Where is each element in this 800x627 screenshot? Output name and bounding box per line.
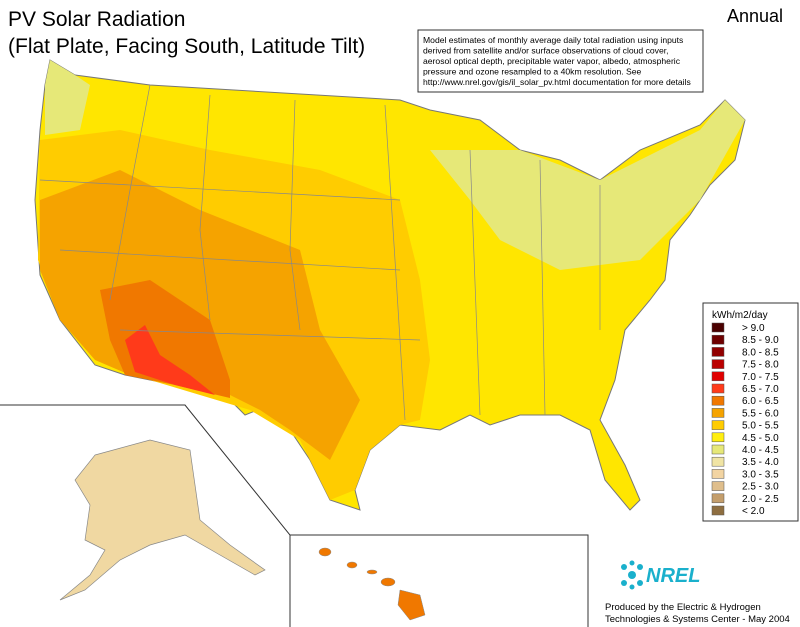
note-line: http://www.nrel.gov/gis/il_solar_pv.html… — [423, 77, 691, 87]
note-line: pressure and ozone resampled to a 40km r… — [423, 67, 642, 77]
region-northwest — [45, 60, 90, 135]
legend-label: 8.5 - 9.0 — [742, 335, 779, 346]
legend-label: > 9.0 — [742, 323, 765, 334]
logo-text: NREL — [646, 565, 700, 587]
nrel-logo-mark — [621, 560, 643, 590]
legend-label: 5.0 - 5.5 — [742, 421, 779, 432]
hawaii — [318, 547, 426, 621]
legend-swatch — [711, 322, 725, 333]
legend-swatch — [711, 444, 725, 455]
region-desert — [100, 280, 230, 398]
legend-label: 7.0 - 7.5 — [742, 372, 779, 383]
legend-swatch — [711, 493, 725, 504]
legend-swatch — [711, 334, 725, 345]
credit-line: Technologies & Systems Center - May 2004 — [605, 614, 790, 625]
legend-swatch — [711, 383, 725, 394]
legend-swatch — [711, 469, 725, 479]
legend-swatch — [711, 347, 725, 357]
legend-label: < 2.0 — [742, 506, 765, 517]
note-line: aerosol optical depth, precipitable wate… — [423, 56, 681, 66]
legend-label: 6.5 - 7.0 — [742, 384, 779, 395]
legend-label: 8.0 - 8.5 — [742, 347, 779, 358]
legend-label: 5.5 - 6.0 — [742, 408, 779, 419]
legend-swatch — [711, 371, 725, 382]
legend-label: 3.0 - 3.5 — [742, 469, 779, 480]
legend-swatch — [711, 481, 725, 491]
legend-swatch — [711, 359, 725, 369]
legend-swatch — [711, 395, 725, 406]
region-hot-spots — [125, 325, 215, 395]
state-borders — [39, 84, 601, 421]
legend-label: 2.0 - 2.5 — [742, 494, 779, 505]
period-label: Annual — [727, 6, 783, 26]
note-box — [417, 29, 704, 93]
legend-swatch — [711, 505, 725, 516]
inset-border — [0, 404, 589, 627]
legend-swatch — [711, 432, 725, 443]
title-line: (Flat Plate, Facing South, Latitude Tilt… — [8, 35, 365, 58]
alaska — [59, 439, 266, 601]
legend-swatch — [711, 420, 725, 430]
legend-label: 6.0 - 6.5 — [742, 396, 779, 407]
legend-label: 4.5 - 5.0 — [742, 433, 779, 444]
credit-line: Produced by the Electric & Hydrogen — [605, 602, 761, 613]
legend-label: 3.5 - 4.0 — [742, 457, 779, 468]
legend-swatch — [711, 456, 725, 467]
note-line: Model estimates of monthly average daily… — [423, 35, 683, 45]
title-line: PV Solar Radiation — [8, 8, 185, 31]
legend-swatch — [711, 408, 725, 418]
note-line: derived from satellite and/or surface ob… — [423, 46, 669, 56]
legend-label: 7.5 - 8.0 — [742, 360, 779, 371]
legend-label: 4.0 - 4.5 — [742, 445, 779, 456]
legend-label: 2.5 - 3.0 — [742, 482, 779, 493]
legend-title: kWh/m2/day — [712, 310, 768, 321]
region-northeast — [430, 100, 745, 270]
